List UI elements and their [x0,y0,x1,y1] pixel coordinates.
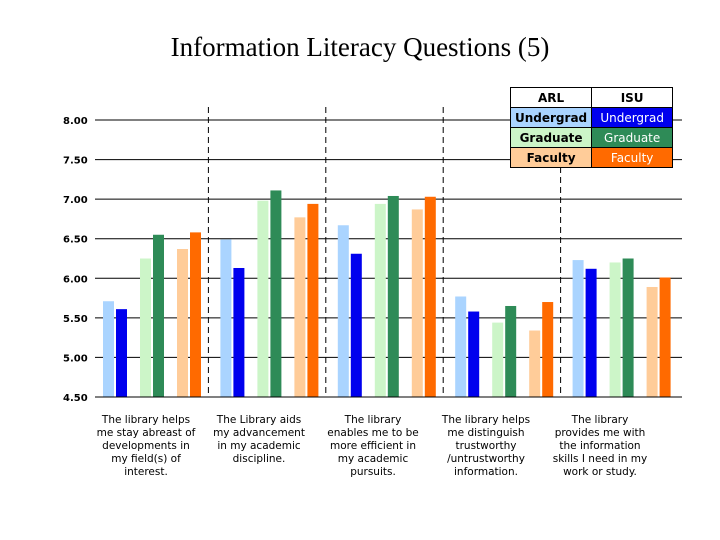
bar [529,330,541,397]
y-tick-label: 6.00 [63,274,88,285]
bar [622,258,634,397]
legend-row-faculty: Faculty Faculty [509,147,674,168]
y-tick-label: 6.50 [63,235,88,246]
legend-header-arl: ARL [509,87,593,108]
bar [190,232,201,397]
bar [350,253,362,397]
bar [411,209,423,397]
bar [505,305,517,397]
legend-row-graduate: Graduate Graduate [509,127,674,148]
bar [572,260,584,397]
bar [609,262,621,397]
legend-arl-graduate: Graduate [509,127,593,148]
legend-arl-faculty: Faculty [509,147,593,168]
y-tick-label: 5.50 [63,314,88,325]
bar [337,225,349,397]
legend-row-undergrad: Undergrad Undergrad [509,107,674,128]
y-tick-label: 7.00 [63,195,88,206]
y-tick-label: 5.00 [63,353,88,364]
slide-title: Information Literacy Questions (5) [170,32,550,62]
bar [116,309,127,397]
bar [387,195,399,397]
category-label-2: The Library aids my advancement in my ac… [213,414,305,465]
bar [270,190,282,397]
bar [424,196,436,397]
legend-header-isu: ISU [591,87,674,108]
bar [294,217,306,397]
legend-isu-undergrad: Undergrad [591,107,674,128]
category-label-1: The library helps me stay abreast of dev… [96,414,196,478]
bar [140,258,151,397]
bar [374,203,386,397]
bar [153,234,164,397]
bar [492,322,504,397]
bar [468,311,480,397]
bar [257,200,269,397]
legend-isu-faculty: Faculty [591,147,674,168]
bar [177,249,188,397]
category-label-4: The library helps me distinguish trustwo… [441,414,531,478]
legend-header-row: ARL ISU [509,87,674,108]
bar [659,277,671,397]
category-label-3: The library enables me to be more effici… [327,414,419,478]
bar [220,239,232,397]
bar [646,286,658,397]
legend-arl-undergrad: Undergrad [509,107,593,128]
y-tick-label: 8.00 [63,116,88,127]
bar [233,267,245,397]
y-tick-label: 4.50 [63,393,88,404]
bar [542,302,554,397]
category-label-5: The library provides me with the informa… [552,414,648,478]
bar [455,296,467,397]
bar [103,301,114,397]
y-tick-label: 7.50 [63,156,88,167]
bar [307,203,319,397]
legend-isu-graduate: Graduate [591,127,674,148]
legend-table: ARL ISU Undergrad Undergrad Graduate Gra… [509,87,674,168]
bar [585,268,597,397]
